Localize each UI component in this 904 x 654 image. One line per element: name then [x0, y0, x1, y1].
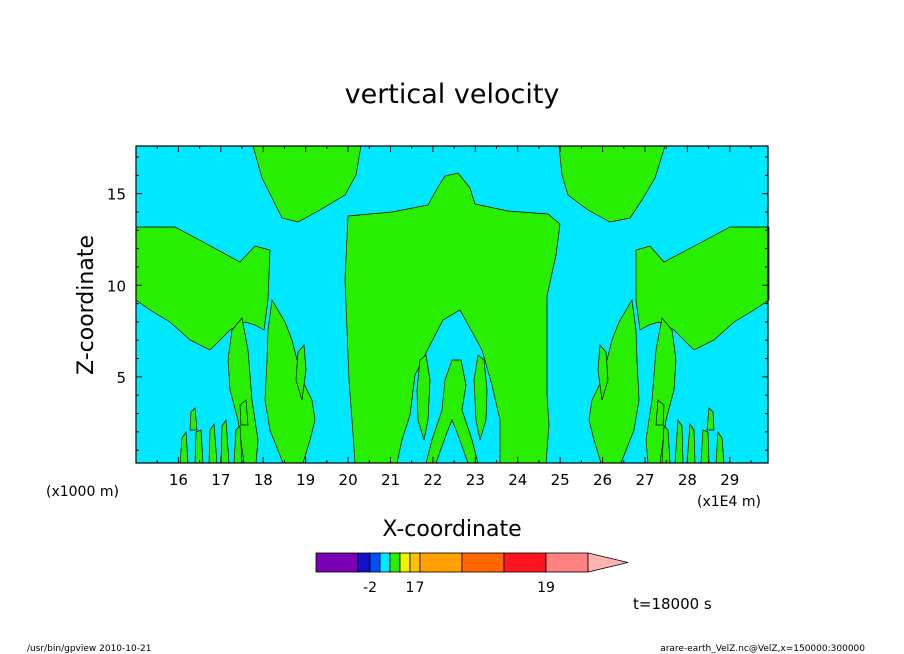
- x-tick-label: 28: [678, 471, 697, 489]
- positive-velocity-region: [135, 226, 271, 351]
- colorbar-arrow: [587, 552, 629, 573]
- colorbar-label: 7: [416, 580, 425, 596]
- positive-velocity-region: [558, 145, 666, 223]
- colorbar-segment: [379, 552, 391, 573]
- x-tick-label: 26: [593, 471, 612, 489]
- positive-velocity-region: [295, 344, 307, 401]
- x-tick-labels: 16 17 18 19 20 21 22 23 24 25 26 27 28 29: [169, 471, 740, 489]
- positive-velocity-region: [189, 407, 198, 431]
- positive-velocity-region: [588, 298, 640, 464]
- x-tick-label: 18: [254, 471, 273, 489]
- x-tick-label: 21: [381, 471, 400, 489]
- colorbar-label: -2: [363, 580, 377, 596]
- y-tick-label: 5: [116, 369, 126, 387]
- colorbar-segment: [357, 552, 371, 573]
- colorbar-segment: [461, 552, 505, 573]
- x-tick-label: 27: [635, 471, 654, 489]
- colorbar-segment: [315, 552, 359, 573]
- positive-velocity-region: [416, 354, 431, 441]
- positive-velocity-region: [597, 344, 609, 401]
- positive-velocity-region: [655, 399, 665, 426]
- colorbar-segment: [389, 552, 401, 573]
- positive-velocity-region: [239, 399, 249, 426]
- y-tick-labels: 5 10 15: [107, 186, 126, 387]
- footer-right: arare-earth_VelZ.nc@VelZ,x=150000:300000: [660, 644, 865, 654]
- colorbar-label: 1: [406, 580, 415, 596]
- colorbar-labels: -2 1 7 19: [363, 580, 555, 596]
- plot-area: [135, 145, 770, 464]
- time-label: t=18000 s: [633, 595, 712, 613]
- positive-velocity-region: [252, 145, 362, 223]
- y-tick-marks: [136, 156, 768, 451]
- x-tick-label: 22: [423, 471, 442, 489]
- positive-velocity-region: [706, 407, 715, 431]
- x-tick-label: 24: [508, 471, 527, 489]
- colorbar-segment: [409, 552, 421, 573]
- x-unit-left: (x1000 m): [46, 484, 119, 500]
- x-tick-label: 16: [169, 471, 188, 489]
- colorbar-segment: [419, 552, 463, 573]
- y-axis-title: Z-coordinate: [74, 235, 99, 375]
- x-tick-label: 29: [720, 471, 739, 489]
- x-tick-label: 25: [551, 471, 570, 489]
- positive-velocity-region: [425, 359, 479, 464]
- colorbar-segment: [399, 552, 411, 573]
- x-tick-label: 20: [339, 471, 358, 489]
- x-unit-right: (x1E4 m): [697, 494, 761, 510]
- y-tick-label: 10: [107, 277, 126, 295]
- colorbar-segment: [545, 552, 589, 573]
- chart-title: vertical velocity: [345, 79, 560, 110]
- colorbar-segment: [503, 552, 547, 573]
- x-tick-label: 17: [211, 471, 230, 489]
- x-tick-marks: [156, 146, 752, 463]
- positive-velocity-region: [635, 226, 770, 351]
- footer-left: /usr/bin/gpview 2010-10-21: [27, 644, 151, 654]
- colorbar-segment: [369, 552, 381, 573]
- x-tick-label: 19: [296, 471, 315, 489]
- x-tick-label: 23: [466, 471, 485, 489]
- y-tick-label: 15: [107, 186, 126, 204]
- x-axis-title: X-coordinate: [382, 517, 521, 542]
- plot-frame: [135, 145, 769, 464]
- positive-velocity-region: [264, 298, 316, 464]
- positive-velocity-regions: [135, 145, 770, 464]
- colorbar-label: 19: [537, 580, 555, 596]
- positive-velocity-region: [473, 354, 488, 441]
- colorbar: [315, 552, 629, 573]
